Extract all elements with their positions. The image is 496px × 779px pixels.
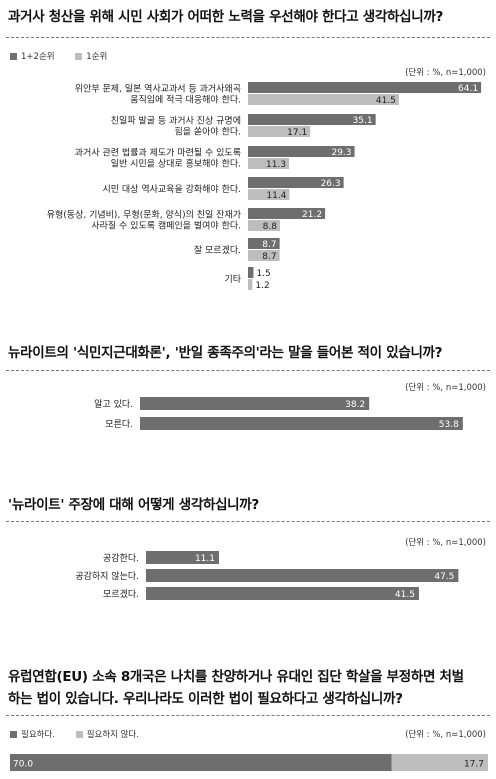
- bar-1st: [248, 250, 280, 261]
- data-label: 41.5: [376, 96, 396, 106]
- bar-1st: [248, 158, 290, 169]
- legend-item-not-needed: 필요하지 않다.: [75, 730, 140, 740]
- chart2-svg: 알고 있다. 38.2 모른다. 53.8: [94, 397, 463, 430]
- legend-item-needed: 필요하다.: [10, 730, 55, 740]
- section-newright-awareness: 뉴라이트의 '식민지근대화론', '반일 종족주의'라는 말을 들어본 적이 있…: [0, 334, 496, 444]
- bar-1st: [248, 126, 311, 137]
- legend-swatch-light: [75, 53, 83, 60]
- category-label: 공감한다.: [103, 552, 139, 564]
- data-label: 1.2: [255, 281, 269, 291]
- data-label: 8.8: [263, 222, 278, 232]
- legend-swatch-dark: [10, 731, 17, 738]
- data-label: 11.1: [195, 554, 215, 564]
- bar-1st: [248, 94, 399, 105]
- category-label: 기타: [224, 274, 241, 285]
- legend-item-1st: 1순위: [75, 52, 107, 62]
- chart3-unit-note: (단위 : %, n=1,000): [405, 538, 486, 548]
- bar: [140, 417, 463, 430]
- chart1-title-rule: [6, 37, 490, 38]
- category-label: 모르겠다.: [103, 589, 139, 600]
- data-label: 41.5: [395, 590, 415, 600]
- chart3-svg: 공감한다. 11.1 공감하지 않는다. 47.5 모르겠다. 41.5: [75, 551, 459, 600]
- category-label: 공감하지 않는다.: [75, 570, 139, 582]
- chart4-title-line-1: 유럽연합(EU) 소속 8개국은 나치를 찬양하거나 유대인 집단 학살을 부정…: [8, 669, 464, 685]
- legend-label-not-needed: 필요하지 않다.: [86, 730, 140, 740]
- section-priority-efforts: 과거사 청산을 위해 시민 사회가 어떠한 노력을 우선해야 한다고 생각하십니…: [0, 0, 496, 305]
- data-label: 53.8: [439, 420, 459, 430]
- category-label: 힘을 쏟아야 한다.: [174, 127, 241, 138]
- chart4-title-rule: [6, 715, 490, 716]
- category-label: 위안부 문제, 일본 역사교과서 등 과거사왜곡: [75, 84, 241, 95]
- bar-1st: [248, 220, 280, 231]
- chart1-legend: 1+2순위 1순위: [10, 50, 125, 62]
- data-label: 70.0: [13, 760, 33, 770]
- data-label: 8.7: [262, 252, 276, 262]
- category-label: 사라질 수 있도록 캠페인을 벌여야 한다.: [91, 220, 241, 232]
- legend-item-1plus2: 1+2순위: [10, 52, 55, 62]
- chart4-title-line-2: 하는 법이 있습니다. 우리나라도 이러한 법이 필요하다고 생각하십니까?: [8, 691, 403, 707]
- bar-1plus2: [248, 114, 376, 125]
- bar-1plus2: [248, 146, 355, 157]
- chart4-title: 유럽연합(EU) 소속 8개국은 나치를 찬양하거나 유대인 집단 학살을 부정…: [8, 666, 490, 710]
- category-label: 시민 대상 역사교육을 강화해야 한다.: [102, 184, 241, 195]
- bar-1st: [248, 279, 253, 290]
- legend-label-needed: 필요하다.: [21, 730, 55, 740]
- category-label: 친일파 발굴 등 과거사 진상 규명에: [111, 116, 241, 127]
- legend-label-1plus2: 1+2순위: [21, 52, 55, 62]
- data-label: 17.1: [287, 128, 307, 138]
- chart2-title: 뉴라이트의 '식민지근대화론', '반일 종족주의'라는 말을 들어본 적이 있…: [8, 345, 443, 361]
- category-label: 잘 모르겠다.: [194, 244, 241, 256]
- data-label: 64.1: [458, 84, 478, 94]
- bar-1st: [248, 189, 290, 200]
- data-label: 38.2: [345, 400, 365, 410]
- chart2-unit-note: (단위 : %, n=1,000): [405, 383, 486, 393]
- bar: [146, 587, 419, 600]
- chart4-legend: 필요하다. 필요하지 않다.: [10, 728, 157, 740]
- legend-label-1st: 1순위: [86, 52, 108, 62]
- legend-swatch-dark: [10, 53, 17, 60]
- category-label: 과거사 관련 법률과 제도가 마련될 수 있도록: [75, 147, 241, 159]
- data-label: 17.7: [464, 760, 484, 770]
- bar: [146, 569, 459, 582]
- data-label: 11.3: [266, 160, 286, 170]
- chart3-title-rule: [6, 521, 490, 522]
- chart3-title: '뉴라이트' 주장에 대해 어떻게 생각하십니까?: [8, 497, 259, 513]
- bar-needed: [10, 754, 392, 771]
- category-label: 유형(동상, 기념비), 무형(문화, 양식)의 친일 잔재가: [47, 210, 241, 221]
- data-label: 47.5: [434, 572, 454, 582]
- data-label: 26.3: [321, 179, 341, 189]
- data-label: 35.1: [353, 116, 373, 126]
- chart2-title-rule: [6, 370, 490, 371]
- section-newright-opinion: '뉴라이트' 주장에 대해 어떻게 생각하십니까? (단위 : %, n=1,0…: [0, 488, 496, 608]
- bar-1plus2: [248, 82, 482, 93]
- data-label: 8.7: [262, 240, 276, 250]
- data-label: 1.5: [256, 269, 270, 279]
- bar-1plus2: [248, 208, 326, 219]
- category-label: 알고 있다.: [94, 398, 133, 410]
- bar-not-needed: [391, 754, 488, 771]
- chart1-title: 과거사 청산을 위해 시민 사회가 어떠한 노력을 우선해야 한다고 생각하십니…: [8, 9, 443, 25]
- bar-1plus2: [248, 267, 254, 278]
- category-label: 모른다.: [105, 419, 133, 430]
- chart4-svg: 70.0 17.7: [10, 754, 488, 771]
- data-label: 29.3: [331, 148, 351, 158]
- legend-swatch-light: [75, 731, 83, 738]
- bar-1plus2: [248, 177, 344, 188]
- section-denial-law: 유럽연합(EU) 소속 8개국은 나치를 찬양하거나 유대인 집단 학살을 부정…: [0, 660, 496, 779]
- chart1-unit-note: (단위 : %, n=1,000): [405, 68, 486, 78]
- chart4-unit-note: (단위 : %, n=1,000): [405, 730, 486, 740]
- category-label: 일반 시민을 상대로 홍보해야 한다.: [111, 158, 241, 170]
- bar-1plus2: [248, 238, 280, 249]
- data-label: 21.2: [302, 210, 322, 220]
- bar: [146, 551, 220, 564]
- data-label: 11.4: [266, 191, 286, 201]
- category-label: 움직임에 적극 대응해야 한다.: [130, 94, 241, 106]
- bar: [140, 397, 370, 410]
